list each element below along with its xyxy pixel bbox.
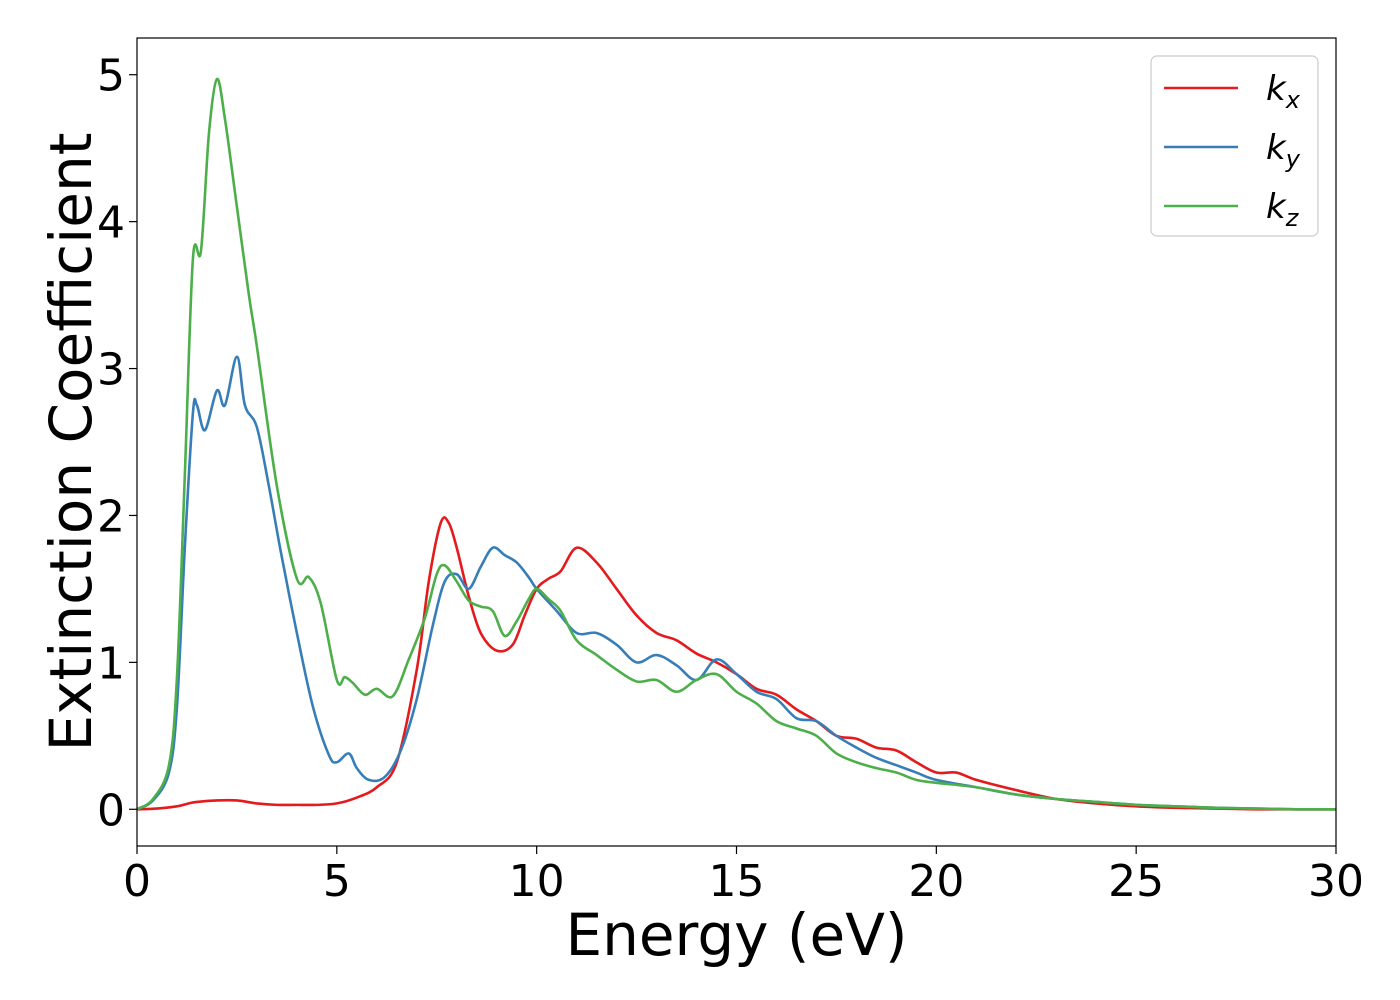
x-tick-label: 10 bbox=[509, 856, 565, 907]
series-line-k-x bbox=[137, 516, 1336, 811]
x-tick-label: 5 bbox=[323, 856, 351, 907]
x-tick-label: 15 bbox=[709, 856, 765, 907]
legend-subscript: y bbox=[1285, 145, 1301, 173]
legend-label-k-x: kx bbox=[1266, 69, 1301, 114]
legend-subscript: x bbox=[1285, 86, 1301, 114]
y-tick-label: 5 bbox=[97, 51, 125, 102]
y-tick-label: 3 bbox=[97, 345, 125, 396]
y-axis-label: Extinction Coefficient bbox=[37, 133, 105, 752]
legend-subscript: z bbox=[1285, 204, 1300, 232]
ticks-layer: 0 5 10 15 20 25 30 0 1 2 3 4 5 bbox=[97, 51, 1364, 907]
y-tick-label: 4 bbox=[97, 198, 125, 249]
x-tick-label: 25 bbox=[1108, 856, 1164, 907]
x-tick-label: 0 bbox=[123, 856, 151, 907]
y-tick-label: 1 bbox=[97, 638, 125, 689]
x-axis-label: Energy (eV) bbox=[565, 901, 907, 969]
series-line-k-z bbox=[137, 77, 1336, 811]
y-tick-label: 0 bbox=[97, 785, 125, 836]
y-tick-label: 2 bbox=[97, 491, 125, 542]
plot-layer bbox=[137, 77, 1336, 811]
x-tick-label: 30 bbox=[1308, 856, 1364, 907]
x-tick-label: 20 bbox=[908, 856, 964, 907]
series-line-k-y bbox=[137, 355, 1336, 811]
